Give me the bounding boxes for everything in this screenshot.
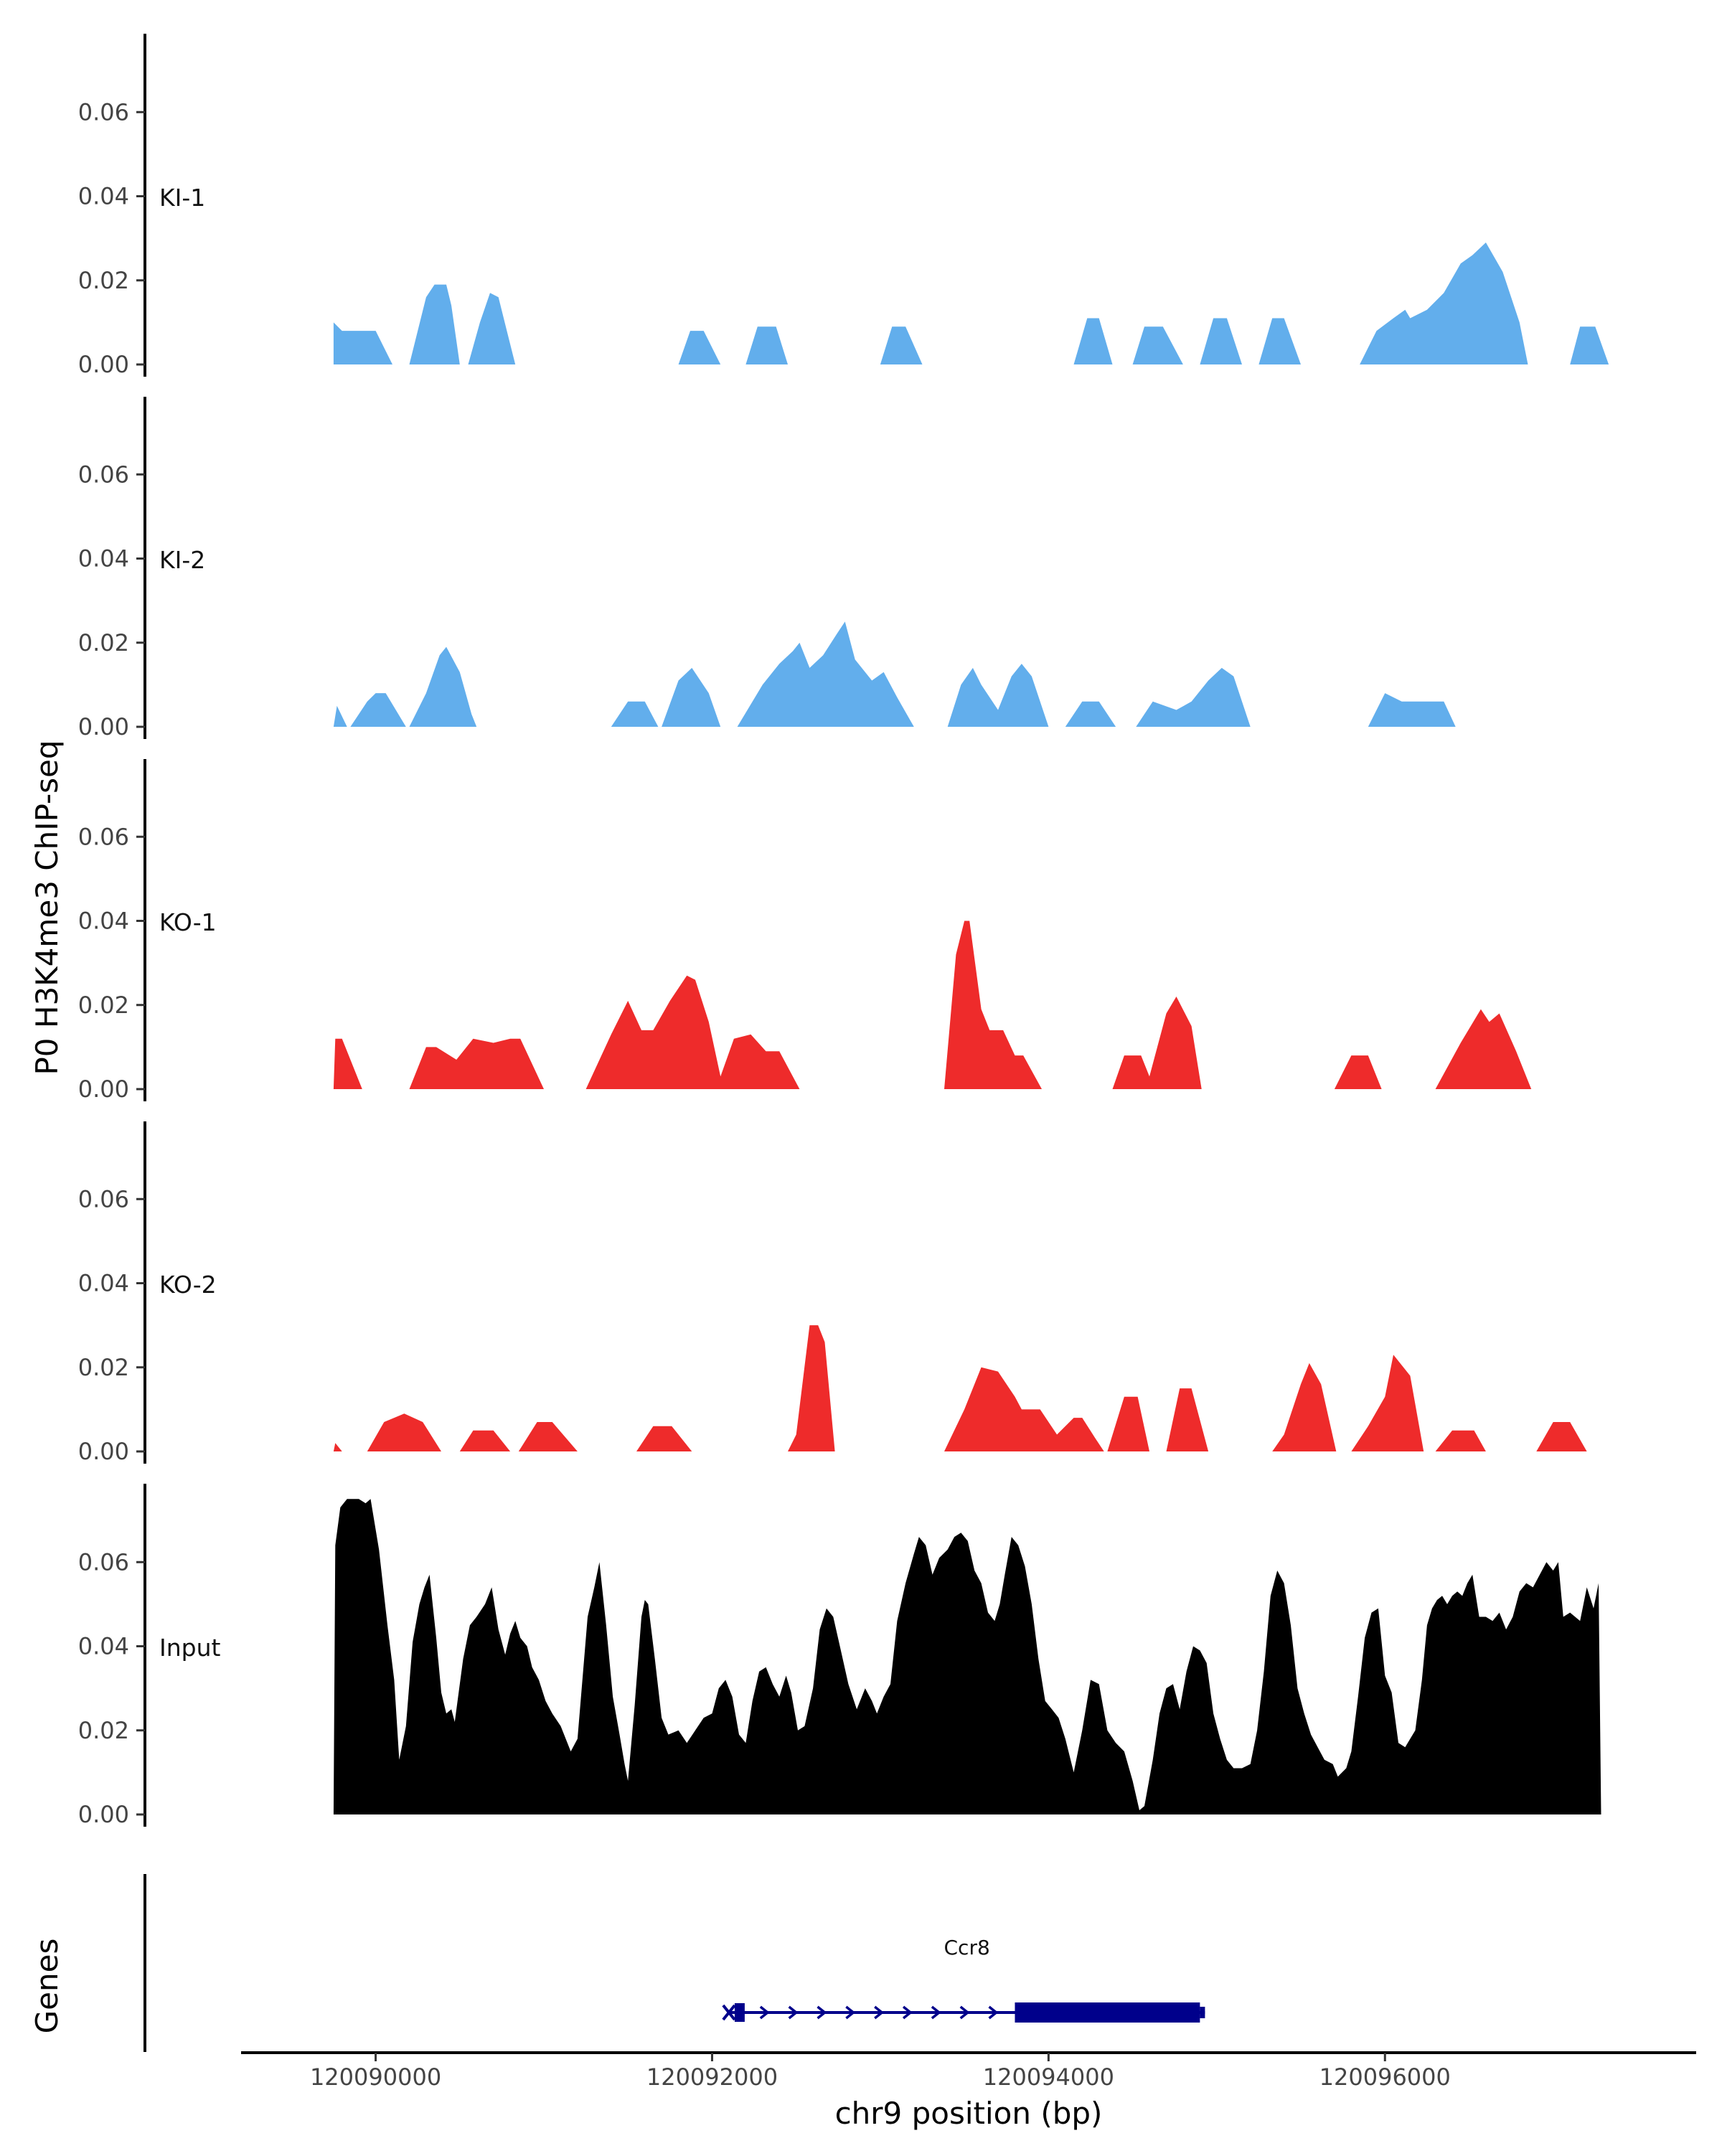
tracks-layer: 0.00 0.02 0.04 0.06 KI-1 0.00 0.02 0.04 0.06 KI-2…	[78, 34, 1609, 1828]
genes-panel: Ccr8	[144, 1874, 1205, 2052]
y-tick-label: 0.02	[78, 1717, 129, 1744]
x-tick-label: 120090000	[310, 2063, 441, 2091]
gene-strand-arrow	[845, 2005, 856, 2020]
y-tick-label: 0.06	[78, 1185, 129, 1213]
track-ko-2: 0.00 0.02 0.04 0.06 KO-2	[78, 1121, 1587, 1465]
x-tick-label: 120092000	[646, 2063, 778, 2091]
y-tick-label: 0.06	[78, 823, 129, 850]
gene-tss-marker	[722, 2004, 736, 2021]
signal-area-input	[333, 1499, 1601, 1814]
y-tick-label: 0.00	[78, 1438, 129, 1465]
gene-strand-arrow	[959, 2005, 970, 2020]
x-tick-label: 120094000	[983, 2063, 1114, 2091]
track-label: KO-1	[159, 908, 217, 936]
gene-cds-block	[1015, 2002, 1200, 2023]
track-label: Input	[159, 1634, 221, 1662]
track-label: KI-2	[159, 546, 205, 574]
gene-strand-arrow	[902, 2005, 913, 2020]
y-tick-label: 0.06	[78, 1548, 129, 1576]
y-tick-label: 0.04	[78, 545, 129, 573]
y-tick-label: 0.04	[78, 183, 129, 210]
y-tick-label: 0.06	[78, 461, 129, 488]
y-tick-label: 0.02	[78, 629, 129, 656]
y-tick-label: 0.00	[78, 351, 129, 378]
x-ticks: 120090000 120092000 120094000 120096000	[310, 2053, 1451, 2091]
gene-label: Ccr8	[944, 1936, 990, 1959]
y-axis-title: P0 H3K4me3 ChIP-seq	[29, 740, 65, 1075]
gene-strand-arrow	[988, 2005, 999, 2020]
y-tick-label: 0.04	[78, 1633, 129, 1660]
track-ki-1: 0.00 0.02 0.04 0.06 KI-1	[78, 34, 1609, 378]
signal-area-ki-1	[333, 243, 1609, 364]
gene-strand-arrow	[759, 2005, 770, 2020]
gene-strand-arrow	[874, 2005, 884, 2020]
signal-area-ko-2	[333, 1325, 1587, 1451]
gene-strand-arrow	[817, 2005, 827, 2020]
x-axis-title: chr9 position (bp)	[835, 2096, 1103, 2131]
gene-exon-1	[734, 2003, 745, 2022]
x-tick-label: 120096000	[1319, 2063, 1451, 2091]
signal-area-ki-2	[333, 621, 1456, 727]
gene-strand-arrow	[788, 2005, 799, 2020]
x-axis: 120090000 120092000 120094000 120096000	[241, 2051, 1696, 2091]
gene-strand-arrow	[931, 2005, 941, 2020]
y-tick-label: 0.02	[78, 267, 129, 294]
track-label: KO-2	[159, 1271, 217, 1299]
gene-ccr8: Ccr8	[722, 1936, 1205, 2023]
genes-axis-title: Genes	[29, 1939, 65, 2034]
track-ki-2: 0.00 0.02 0.04 0.06 KI-2	[78, 397, 1456, 740]
y-tick-label: 0.00	[78, 713, 129, 740]
y-tick-label: 0.00	[78, 1801, 129, 1828]
track-input: 0.00 0.02 0.04 0.06 Input	[78, 1484, 1601, 1828]
y-tick-label: 0.04	[78, 1270, 129, 1297]
y-tick-label: 0.04	[78, 908, 129, 935]
signal-area-ko-1	[333, 921, 1532, 1089]
y-tick-label: 0.06	[78, 98, 129, 126]
genes-layer: Ccr8	[722, 1936, 1205, 2023]
track-label: KI-1	[159, 184, 205, 212]
y-tick-label: 0.02	[78, 1354, 129, 1381]
gene-utr-block	[1200, 2007, 1205, 2018]
y-tick-label: 0.00	[78, 1075, 129, 1103]
y-tick-label: 0.02	[78, 992, 129, 1019]
track-ko-1: 0.00 0.02 0.04 0.06 KO-1	[78, 759, 1532, 1103]
